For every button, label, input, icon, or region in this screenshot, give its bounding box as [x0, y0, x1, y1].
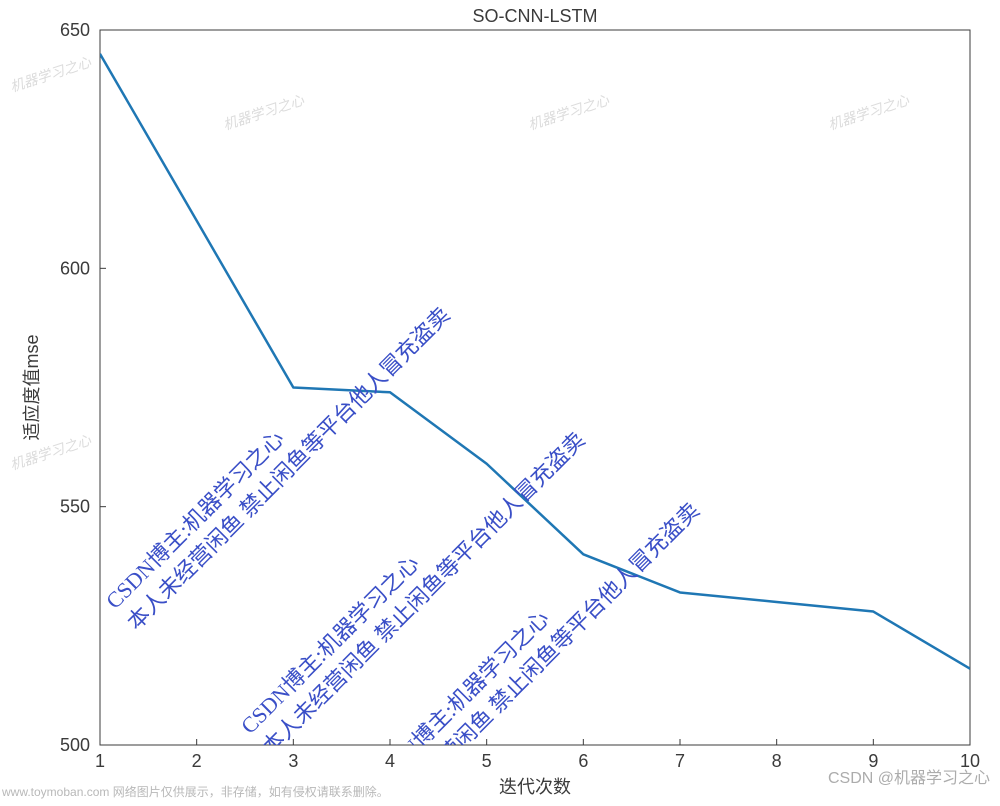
x-tick-label: 7 [675, 751, 685, 771]
x-axis-label: 迭代次数 [499, 777, 571, 797]
y-axis-label: 适应度值mse [22, 334, 42, 440]
y-tick-label: 650 [60, 20, 90, 40]
x-tick-label: 2 [192, 751, 202, 771]
x-tick-label: 1 [95, 751, 105, 771]
footer-right-text: CSDN @机器学习之心 [828, 764, 990, 788]
y-tick-label: 550 [60, 497, 90, 517]
y-tick-label: 500 [60, 735, 90, 755]
x-tick-label: 6 [578, 751, 588, 771]
x-tick-label: 8 [772, 751, 782, 771]
x-tick-label: 3 [288, 751, 298, 771]
convergence-chart: 机器学习之心机器学习之心机器学习之心机器学习之心机器学习之心1234567891… [0, 0, 1000, 806]
chart-title: SO-CNN-LSTM [473, 6, 598, 26]
x-tick-label: 5 [482, 751, 492, 771]
y-tick-label: 600 [60, 258, 90, 278]
x-tick-label: 4 [385, 751, 395, 771]
footer-left-text: www.toymoban.com 网络图片仅供展示，非存储，如有侵权请联系删除。 [2, 783, 389, 800]
